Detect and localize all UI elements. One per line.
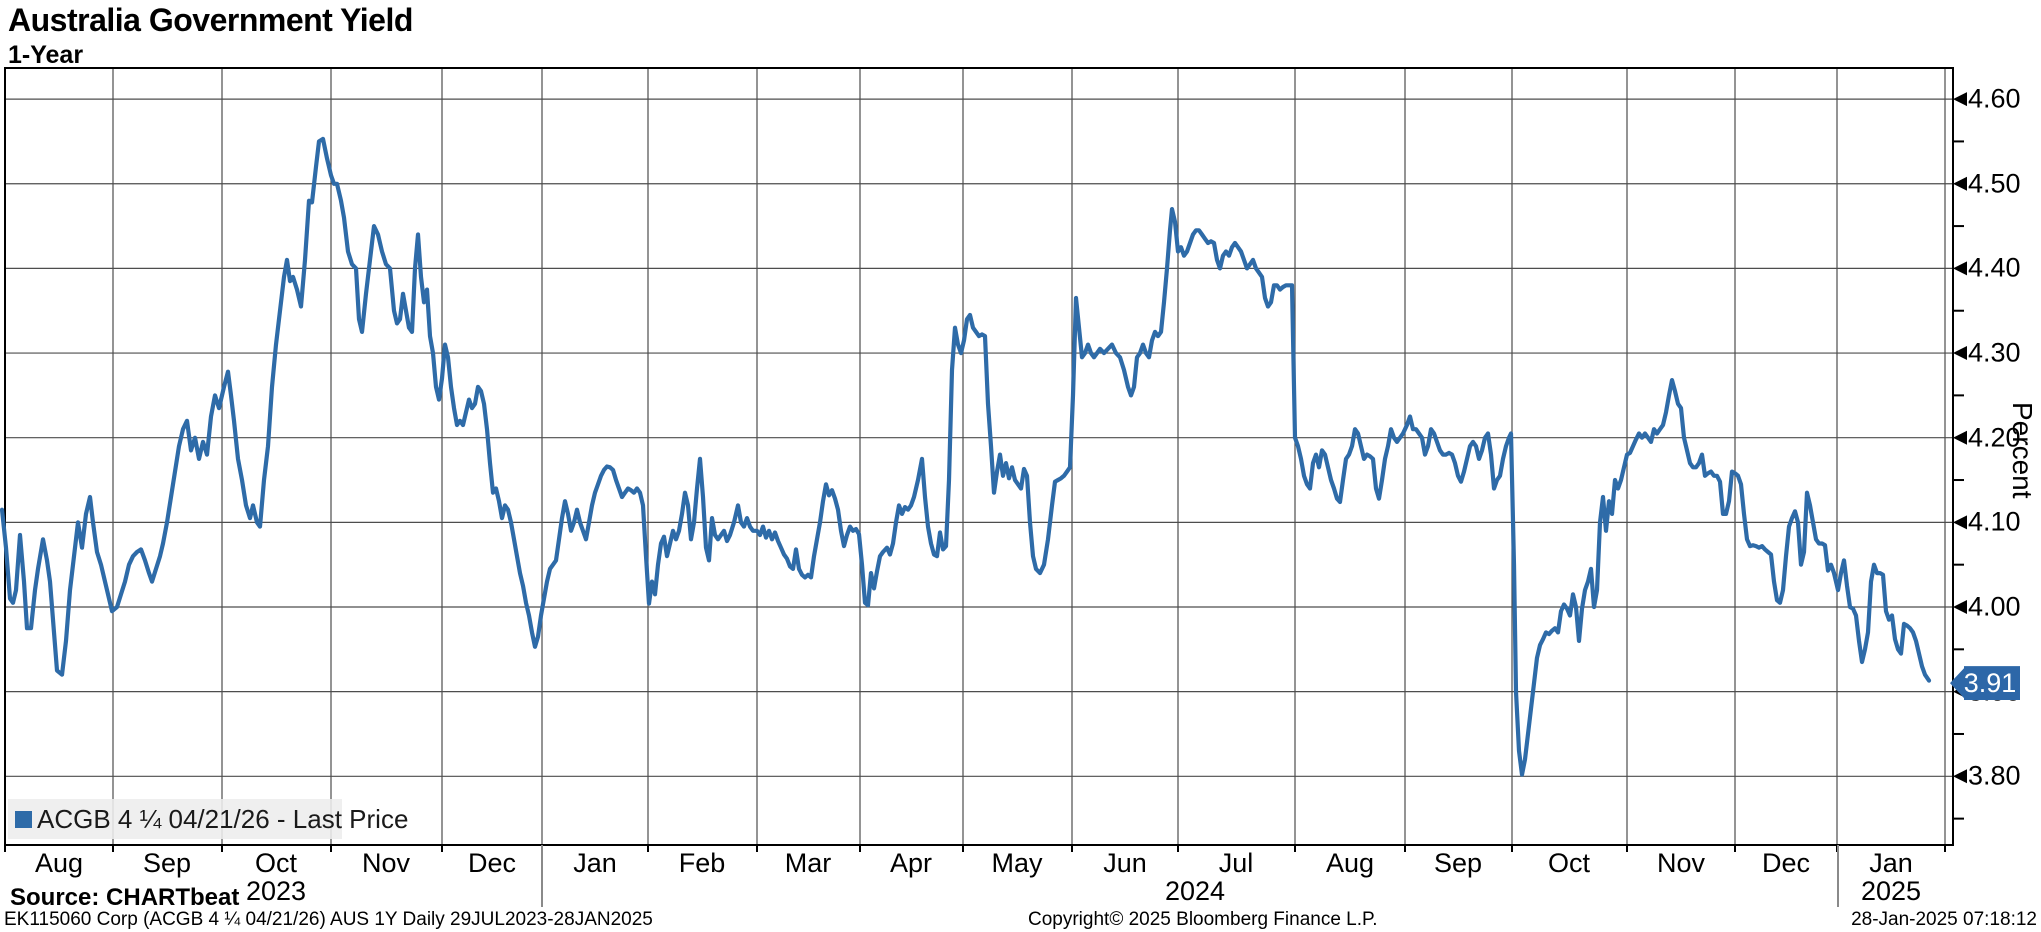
last-price-value: 3.91 — [1963, 667, 2017, 698]
legend-label: ACGB 4 ¼ 04/21/26 - Last Price — [37, 803, 409, 834]
yield-line-series — [0, 136, 1932, 777]
x-month-label: Mar — [784, 848, 832, 878]
x-month-label: Nov — [361, 848, 411, 878]
y-tick-label: 4.60 — [1968, 83, 2021, 114]
x-year-label: 2025 — [1860, 876, 1922, 906]
y-axis-title: Percent — [2007, 401, 2038, 499]
x-month-label: Aug — [1325, 848, 1375, 878]
x-month-label: Jan — [573, 848, 617, 878]
x-month-label: Sep — [142, 848, 192, 878]
timestamp: 28-Jan-2025 07:18:12 — [1851, 909, 2037, 930]
x-month-label: Jan — [1869, 848, 1913, 878]
copyright-notice: Copyright© 2025 Bloomberg Finance L.P. — [1028, 909, 1378, 930]
y-tick-label: 4.10 — [1968, 506, 2021, 537]
y-tick-label: 4.50 — [1968, 168, 2021, 199]
chart-title: Australia Government Yield — [8, 2, 413, 38]
x-month-label: Jun — [1103, 848, 1147, 878]
x-month-label: Sep — [1433, 848, 1483, 878]
x-month-label: May — [991, 848, 1043, 878]
y-tick-label: 3.80 — [1968, 760, 2021, 791]
x-month-label: Dec — [1761, 848, 1811, 878]
y-tick-label: 4.30 — [1968, 337, 2021, 368]
x-year-label: 2024 — [1164, 876, 1226, 906]
chart-subtitle: 1-Year — [8, 41, 84, 69]
title-block: Australia Government Yield 1-Year — [8, 2, 413, 70]
x-year-label: 2023 — [245, 876, 307, 906]
legend-swatch-icon — [15, 810, 32, 828]
x-month-label: Oct — [1547, 848, 1591, 878]
x-month-label: Dec — [467, 848, 517, 878]
grid-lines — [4, 67, 1954, 846]
x-month-label: Aug — [34, 848, 84, 878]
x-month-label: Oct — [254, 848, 298, 878]
x-month-label: Jul — [1218, 848, 1254, 878]
legend[interactable]: ACGB 4 ¼ 04/21/26 - Last Price — [8, 799, 408, 839]
y-tick-label: 4.40 — [1968, 252, 2021, 283]
x-month-label: Feb — [678, 848, 726, 878]
x-month-label: Nov — [1656, 848, 1706, 878]
y-tick-label: 4.00 — [1968, 591, 2021, 622]
last-price-badge: 3.91 — [1950, 666, 2020, 701]
y-tick-label: 4.20 — [1968, 422, 2021, 453]
x-month-label: Apr — [889, 848, 933, 878]
security-description: EK115060 Corp (ACGB 4 ¼ 04/21/26) AUS 1Y… — [4, 909, 653, 930]
axis-ticks — [4, 92, 1967, 907]
source-note: Source: CHARTbeat — [10, 884, 240, 911]
